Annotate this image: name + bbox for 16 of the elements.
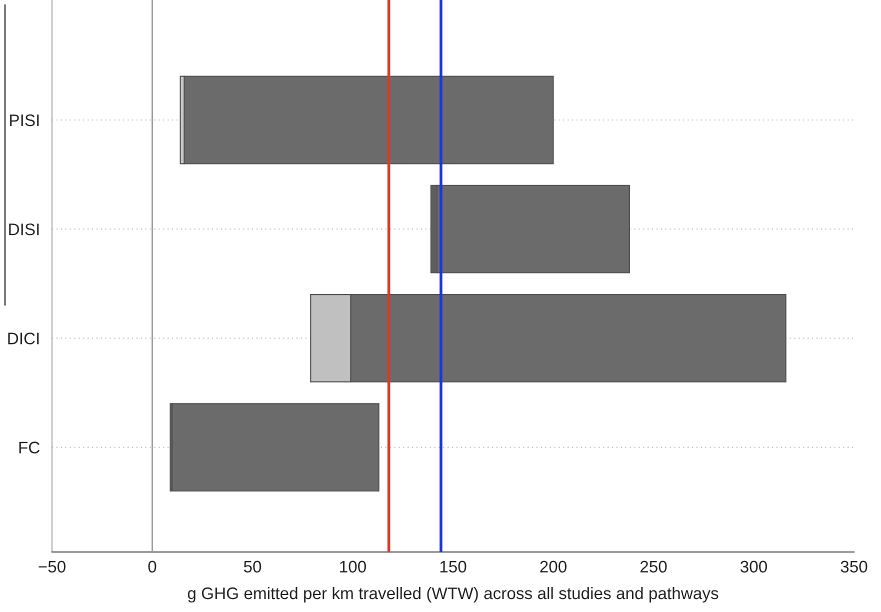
x-tick-label: 100 (340, 560, 366, 573)
x-tick-label: 350 (840, 560, 868, 573)
x-tick-label: 200 (540, 560, 567, 573)
y-tick-label: DISI (9, 223, 39, 236)
x-tick-label: 50 (244, 560, 262, 573)
bar (172, 403, 380, 492)
y-tick-label: DICI (8, 332, 39, 344)
x-tick-label: 150 (440, 560, 466, 573)
bar (184, 76, 554, 164)
y-tick-label: FC (19, 442, 40, 454)
y-tick-label: PISI (10, 114, 39, 126)
x-tick-label: 300 (740, 560, 768, 573)
x-tick-label: 0 (148, 560, 156, 573)
x-axis-title: g GHG emitted per km travelled (WTW) across all studies and pathways (188, 586, 718, 603)
x-tick-label: −50 (38, 560, 66, 573)
x-tick-label: 250 (640, 560, 667, 573)
